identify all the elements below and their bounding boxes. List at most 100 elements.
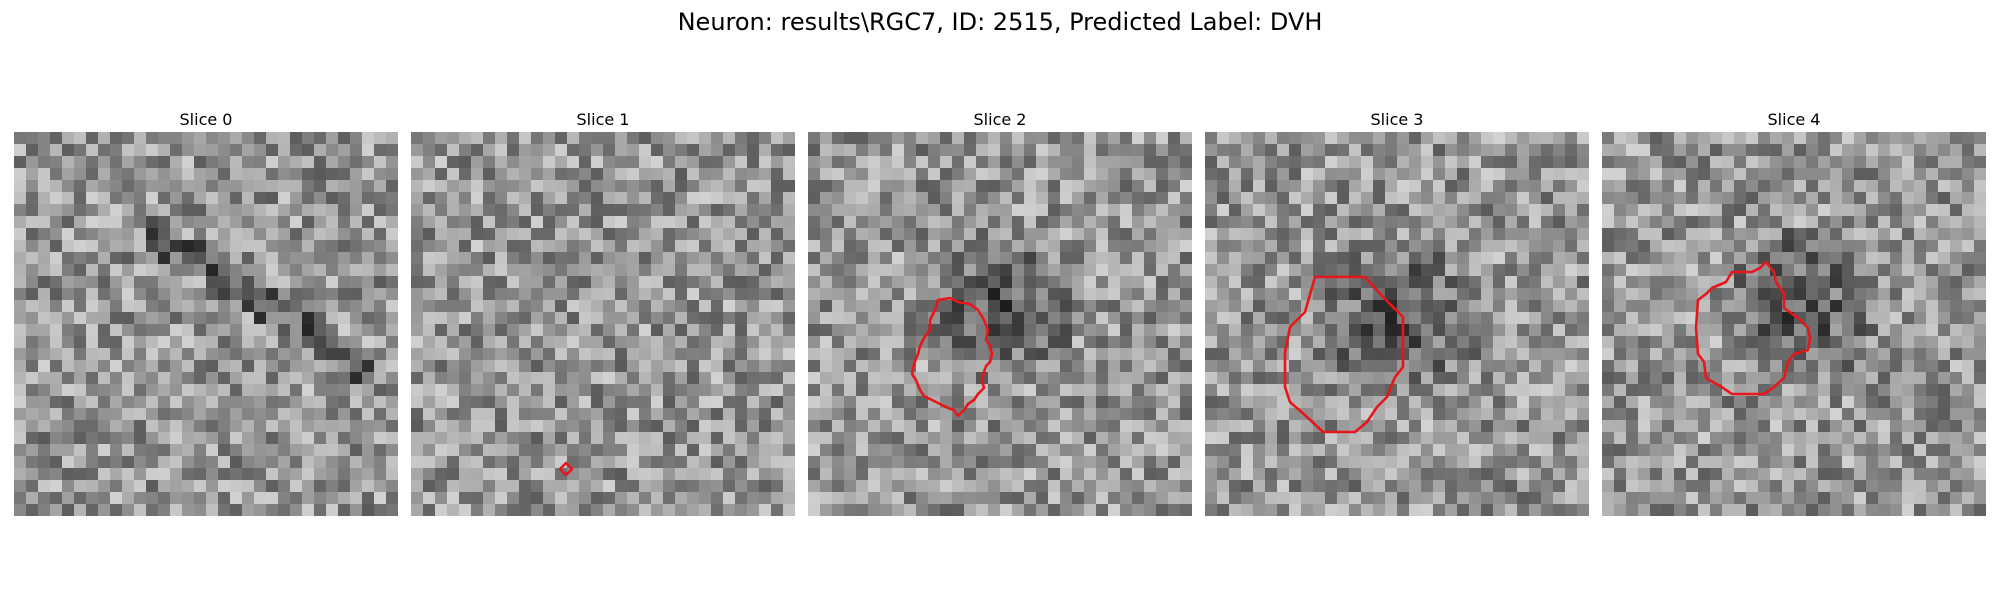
image-pixel	[591, 132, 604, 145]
image-pixel	[1686, 420, 1699, 433]
image-pixel	[411, 336, 424, 349]
image-pixel	[904, 324, 917, 337]
image-pixel	[1854, 240, 1867, 253]
image-pixel	[1469, 372, 1482, 385]
image-pixel	[1950, 408, 1963, 421]
image-pixel	[1602, 420, 1615, 433]
image-pixel	[699, 180, 712, 193]
image-pixel	[759, 180, 772, 193]
image-pixel	[1662, 192, 1675, 205]
image-pixel	[1722, 276, 1735, 289]
image-pixel	[1445, 228, 1458, 241]
image-pixel	[1469, 132, 1482, 145]
image-pixel	[50, 384, 63, 397]
image-pixel	[386, 144, 398, 157]
image-pixel	[1445, 144, 1458, 157]
image-pixel	[459, 180, 472, 193]
image-pixel	[820, 420, 833, 433]
image-pixel	[122, 384, 135, 397]
image-pixel	[1084, 408, 1097, 421]
image-pixel	[459, 348, 472, 361]
image-pixel	[1626, 324, 1639, 337]
image-pixel	[675, 504, 688, 516]
image-pixel	[868, 168, 881, 181]
image-pixel	[26, 324, 39, 337]
image-pixel	[1120, 168, 1133, 181]
image-pixel	[735, 480, 748, 493]
image-pixel	[1602, 252, 1615, 265]
image-pixel	[1962, 264, 1975, 277]
image-pixel	[832, 372, 845, 385]
image-pixel	[338, 336, 351, 349]
image-pixel	[1385, 180, 1398, 193]
image-pixel	[1914, 348, 1927, 361]
image-pixel	[1565, 312, 1578, 325]
image-pixel	[1722, 192, 1735, 205]
image-pixel	[1108, 336, 1121, 349]
image-pixel	[74, 216, 87, 229]
image-pixel	[832, 312, 845, 325]
image-pixel	[1277, 168, 1290, 181]
image-pixel	[14, 372, 27, 385]
image-pixel	[940, 216, 953, 229]
image-pixel	[1313, 348, 1326, 361]
image-pixel	[1758, 336, 1771, 349]
image-pixel	[302, 276, 315, 289]
image-pixel	[1818, 456, 1831, 469]
image-pixel	[1012, 288, 1025, 301]
image-pixel	[86, 312, 99, 325]
image-pixel	[1469, 408, 1482, 421]
image-pixel	[663, 144, 676, 157]
image-pixel	[1974, 264, 1986, 277]
image-pixel	[1782, 132, 1795, 145]
image-pixel	[1493, 360, 1506, 373]
image-pixel	[1553, 144, 1566, 157]
image-pixel	[663, 324, 676, 337]
image-pixel	[386, 456, 398, 469]
image-pixel	[1938, 444, 1951, 457]
image-pixel	[98, 252, 111, 265]
image-pixel	[1156, 168, 1169, 181]
image-pixel	[1445, 288, 1458, 301]
image-pixel	[1577, 276, 1589, 289]
image-pixel	[495, 264, 508, 277]
image-pixel	[122, 396, 135, 409]
image-pixel	[278, 264, 291, 277]
image-pixel	[1361, 336, 1374, 349]
image-pixel	[1529, 180, 1542, 193]
image-pixel	[1818, 360, 1831, 373]
image-pixel	[1758, 168, 1771, 181]
image-pixel	[374, 240, 387, 253]
image-pixel	[723, 432, 736, 445]
image-pixel	[1277, 408, 1290, 421]
image-pixel	[350, 276, 363, 289]
image-pixel	[735, 144, 748, 157]
image-pixel	[1385, 228, 1398, 241]
image-pixel	[1734, 264, 1747, 277]
image-pixel	[495, 348, 508, 361]
image-pixel	[1469, 360, 1482, 373]
image-pixel	[1866, 216, 1879, 229]
image-pixel	[832, 468, 845, 481]
image-pixel	[1144, 444, 1157, 457]
image-pixel	[1493, 264, 1506, 277]
image-pixel	[1469, 312, 1482, 325]
image-pixel	[1686, 132, 1699, 145]
image-pixel	[62, 216, 75, 229]
image-pixel	[555, 384, 568, 397]
image-pixel	[1493, 252, 1506, 265]
image-pixel	[206, 324, 219, 337]
image-pixel	[1349, 504, 1362, 516]
image-pixel	[579, 192, 592, 205]
image-pixel	[1361, 156, 1374, 169]
image-pixel	[1469, 348, 1482, 361]
image-pixel	[1409, 444, 1422, 457]
image-pixel	[615, 192, 628, 205]
image-pixel	[230, 444, 243, 457]
image-pixel	[134, 240, 147, 253]
image-pixel	[1313, 240, 1326, 253]
image-pixel	[1469, 192, 1482, 205]
image-pixel	[182, 144, 195, 157]
image-pixel	[531, 444, 544, 457]
image-pixel	[471, 252, 484, 265]
